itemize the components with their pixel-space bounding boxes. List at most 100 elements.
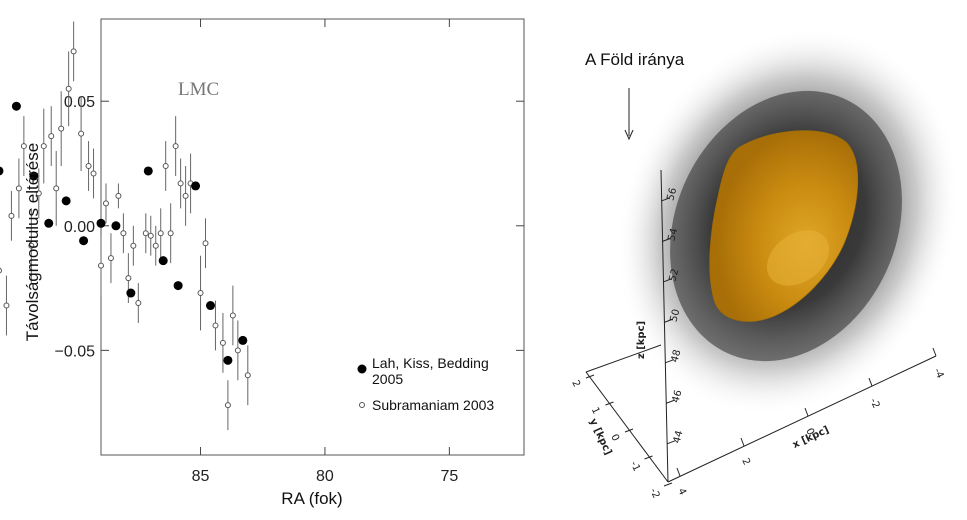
subramaniam-point bbox=[130, 242, 137, 249]
lah-kiss-bedding-point bbox=[111, 221, 121, 231]
lah-kiss-bedding-point bbox=[173, 281, 183, 291]
y-tick bbox=[585, 374, 595, 379]
subramaniam-point bbox=[58, 125, 65, 132]
subramaniam-point bbox=[125, 275, 132, 282]
subramaniam-point bbox=[0, 267, 2, 274]
x-tick-label: 80 bbox=[316, 468, 334, 485]
lah-kiss-bedding-point bbox=[29, 171, 39, 181]
subramaniam-point bbox=[212, 322, 219, 329]
lmc-body bbox=[709, 130, 859, 322]
subramaniam-point bbox=[177, 180, 184, 187]
y-axis-title: Távolságmodulus eltérése bbox=[23, 143, 42, 341]
z-axis-line bbox=[660, 169, 669, 483]
y-tick-label: 1 bbox=[589, 406, 602, 416]
x-axis-line bbox=[667, 355, 937, 483]
lah-kiss-bedding-point bbox=[11, 101, 21, 111]
earth-direction-label: A Föld iránya bbox=[585, 50, 685, 69]
subramaniam-point bbox=[172, 143, 179, 150]
lah-kiss-bedding-point bbox=[191, 181, 201, 191]
subramaniam-point bbox=[135, 300, 142, 307]
x-tick-label: 85 bbox=[192, 468, 210, 485]
subramaniam-point bbox=[167, 230, 174, 237]
z-tick-label: 50 bbox=[669, 308, 683, 323]
x-tick bbox=[868, 377, 873, 387]
subramaniam-point bbox=[8, 212, 15, 219]
lah-kiss-bedding-point bbox=[44, 218, 54, 228]
z-tick bbox=[660, 197, 670, 202]
z-tick-label: 52 bbox=[667, 268, 681, 283]
lah-kiss-bedding-point bbox=[205, 301, 215, 311]
subramaniam-point bbox=[219, 339, 226, 346]
z-tick-label: 56 bbox=[665, 187, 679, 202]
z-axis-title: z [kpc] bbox=[636, 321, 647, 359]
y-tick-label: 0.05 bbox=[64, 94, 95, 111]
subramaniam-point bbox=[28, 242, 35, 249]
z-tick bbox=[667, 440, 676, 445]
x-tick bbox=[740, 437, 745, 447]
x-tick-label: 0 bbox=[803, 427, 816, 437]
subramaniam-point bbox=[48, 133, 55, 140]
subramaniam-point bbox=[65, 85, 72, 92]
legend-label-subramaniam: Subramaniam 2003 bbox=[372, 397, 494, 413]
x-tick-label: -2 bbox=[867, 397, 881, 411]
z-tick-label: 44 bbox=[672, 429, 686, 444]
x-axis-title: RA (fok) bbox=[281, 489, 342, 508]
x-tick-label: 75 bbox=[440, 468, 458, 485]
legend-label-lah-line2: 2005 bbox=[372, 371, 403, 387]
x-tick bbox=[676, 467, 681, 477]
data-points bbox=[0, 48, 251, 409]
x-tick-label: 2 bbox=[739, 457, 752, 467]
subramaniam-point bbox=[147, 232, 154, 239]
subramaniam-point bbox=[98, 262, 104, 269]
z-tick bbox=[662, 238, 671, 242]
y-tick bbox=[605, 401, 614, 406]
x-tick bbox=[804, 407, 809, 417]
subramaniam-point bbox=[120, 230, 127, 237]
lah-kiss-bedding-point bbox=[0, 166, 4, 176]
legend-label-lah-line1: Lah, Kiss, Bedding bbox=[372, 355, 489, 371]
z-tick-label: 46 bbox=[671, 389, 685, 404]
x-tick-label: 4 bbox=[675, 487, 688, 497]
lah-kiss-bedding-point bbox=[158, 256, 168, 266]
subramaniam-point bbox=[107, 255, 114, 262]
error-bars bbox=[5, 21, 249, 431]
y-tick bbox=[663, 482, 673, 487]
subramaniam-point bbox=[40, 143, 47, 150]
subramaniam-point bbox=[234, 347, 241, 354]
tick-labels: 85 80 75 −0.05 0.00 0.05 bbox=[55, 94, 459, 485]
y-axis-far-line bbox=[585, 344, 662, 373]
subramaniam-point bbox=[3, 302, 10, 309]
y-tick-label: 2 bbox=[569, 379, 582, 389]
z-tick-label: 48 bbox=[670, 348, 684, 363]
subramaniam-point bbox=[15, 185, 22, 192]
subramaniam-point bbox=[78, 130, 85, 137]
legend: Lah, Kiss, Bedding 2005 Subramaniam 2003 bbox=[357, 355, 494, 413]
subramaniam-point bbox=[157, 230, 164, 237]
subramaniam-point bbox=[224, 402, 231, 409]
subramaniam-point bbox=[229, 312, 236, 319]
lmc-3d-volume: A Föld iránya 56545250484644420-2-4210-1… bbox=[569, 27, 960, 501]
subramaniam-point bbox=[197, 290, 204, 297]
subramaniam-point bbox=[244, 372, 251, 379]
subramaniam-point bbox=[20, 143, 27, 150]
subramaniam-point bbox=[102, 200, 109, 207]
tick-marks bbox=[101, 19, 524, 455]
z-tick-label: 54 bbox=[666, 227, 680, 242]
subramaniam-point bbox=[35, 190, 42, 197]
panel-label: LMC bbox=[178, 79, 219, 100]
lah-kiss-bedding-point bbox=[238, 335, 248, 345]
lah-kiss-bedding-point bbox=[223, 355, 233, 365]
z-tick bbox=[663, 278, 672, 283]
legend-marker-subramaniam bbox=[359, 402, 365, 408]
lah-kiss-bedding-point bbox=[61, 196, 71, 206]
z-tick bbox=[664, 318, 673, 323]
subramaniam-point bbox=[202, 240, 209, 247]
x-tick bbox=[932, 347, 937, 357]
subramaniam-point bbox=[182, 192, 189, 199]
scatter-chart: 85 80 75 −0.05 0.00 0.05 LMC RA (fok) Távolsá… bbox=[0, 18, 525, 508]
y-tick-label: 0.00 bbox=[64, 219, 95, 236]
y-tick-label: -2 bbox=[647, 487, 661, 501]
subramaniam-point bbox=[162, 162, 169, 169]
